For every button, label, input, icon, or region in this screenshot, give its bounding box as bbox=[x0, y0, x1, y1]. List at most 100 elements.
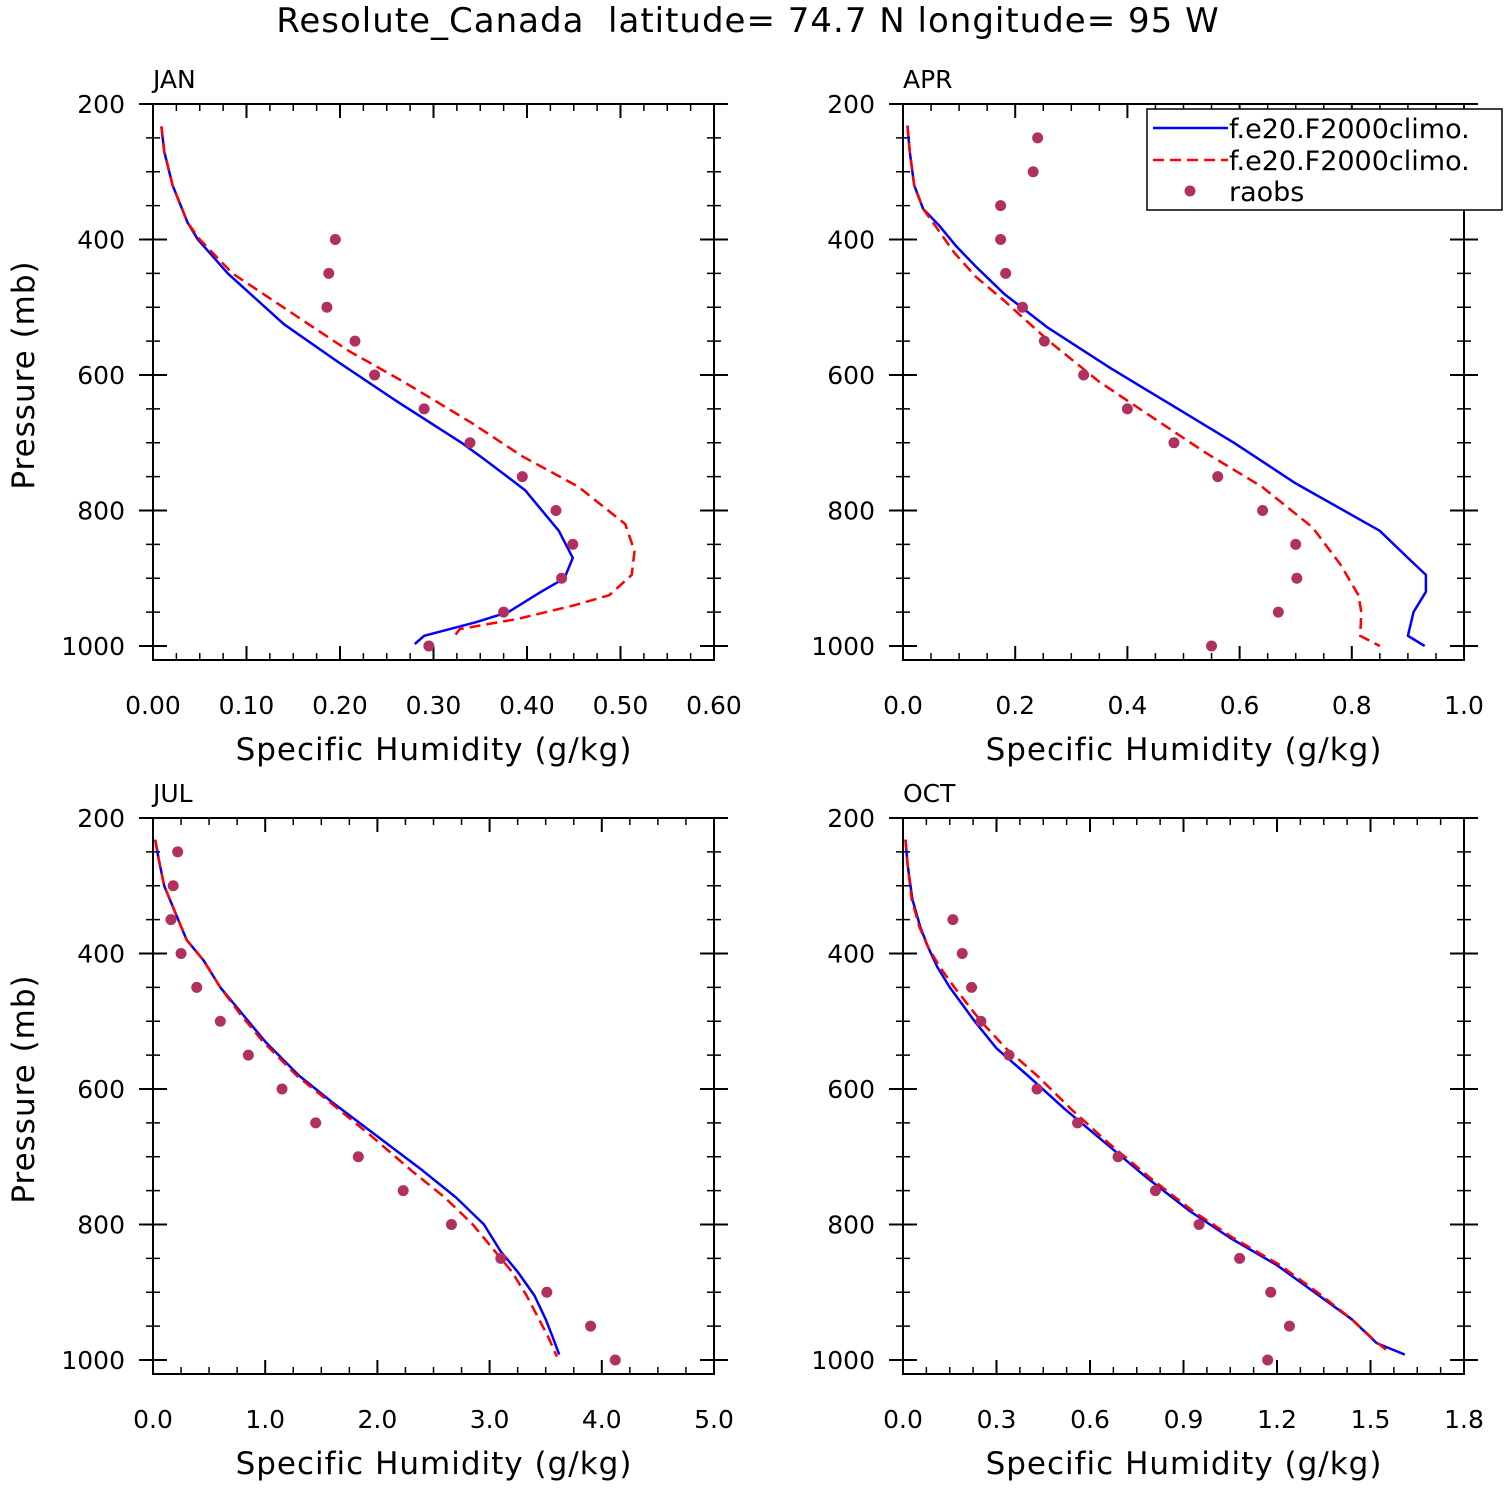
raobs-point-oct bbox=[1072, 1117, 1084, 1129]
panel-jan: JAN Specific Humidity (g/kg) Pressure (m… bbox=[6, 65, 633, 768]
raobs-point-apr bbox=[1016, 301, 1028, 313]
x-tick-label-oct: 1.2 bbox=[1257, 1405, 1297, 1434]
panel-jul: JUL Specific Humidity (g/kg) Pressure (m… bbox=[6, 779, 631, 1482]
y-tick-label-jul: 200 bbox=[77, 804, 125, 833]
x-tick-label-jul: 0.0 bbox=[133, 1405, 173, 1434]
solid-series-line-jan bbox=[160, 126, 575, 645]
raobs-point-jan bbox=[556, 572, 568, 584]
raobs-point-oct bbox=[975, 1015, 987, 1027]
raobs-point-jan bbox=[349, 335, 361, 347]
y-tick-label-jan: 1000 bbox=[61, 632, 125, 661]
raobs-point-apr bbox=[1212, 471, 1224, 483]
y-axis-label-jan: Pressure (mb) bbox=[6, 260, 42, 489]
legend-label-dashed: f.e20.F2000climo. bbox=[1229, 146, 1470, 177]
raobs-point-apr bbox=[1121, 403, 1133, 415]
x-tick-label-apr: 0.0 bbox=[883, 691, 923, 720]
plot-area-jul: 0.0 1.0 2.0 3.0 4.0 5.0 200 400 600 800 1000 bbox=[61, 804, 734, 1434]
x-tick-label-apr: 1.0 bbox=[1444, 691, 1484, 720]
raobs-point-jan bbox=[567, 538, 579, 550]
panel-oct: OCT Specific Humidity (g/kg) bbox=[903, 779, 1381, 1482]
y-tick-label-apr: 400 bbox=[827, 226, 875, 255]
x-tick-label-jan: 0.30 bbox=[406, 691, 462, 720]
dashed-series-line-oct bbox=[904, 839, 1387, 1351]
panel-label-apr: APR bbox=[903, 65, 953, 94]
raobs-point-jul bbox=[242, 1049, 254, 1061]
x-tick-label-jul: 4.0 bbox=[582, 1405, 622, 1434]
panel-label-jan: JAN bbox=[151, 65, 196, 94]
raobs-point-jan bbox=[323, 267, 335, 279]
raobs-point-jan bbox=[418, 403, 430, 415]
raobs-point-oct bbox=[1262, 1354, 1274, 1366]
raobs-point-jul bbox=[172, 846, 184, 858]
raobs-point-apr bbox=[1257, 505, 1269, 516]
y-tick-label-jan: 600 bbox=[77, 361, 125, 390]
x-tick-label-oct: 1.8 bbox=[1444, 1405, 1484, 1434]
y-tick-label-oct: 200 bbox=[827, 804, 875, 833]
raobs-point-oct bbox=[1234, 1252, 1246, 1264]
dashed-series-line-jan bbox=[160, 126, 636, 640]
x-tick-label-oct: 1.5 bbox=[1351, 1405, 1391, 1434]
solid-series-line-oct bbox=[904, 839, 1406, 1356]
legend-label-solid: f.e20.F2000climo. bbox=[1229, 114, 1470, 145]
x-tick-label-oct: 0.9 bbox=[1164, 1405, 1204, 1434]
raobs-point-apr bbox=[1272, 606, 1284, 618]
raobs-point-jul bbox=[175, 948, 187, 959]
plot-frame-oct bbox=[902, 817, 1465, 1375]
raobs-point-apr bbox=[1038, 335, 1050, 347]
raobs-point-jan bbox=[321, 301, 333, 313]
y-tick-label-apr: 600 bbox=[827, 361, 875, 390]
x-tick-label-jan: 0.50 bbox=[593, 691, 649, 720]
x-tick-label-oct: 0.3 bbox=[977, 1405, 1017, 1434]
x-tick-label-jan: 0.60 bbox=[686, 691, 742, 720]
raobs-point-jul bbox=[541, 1286, 553, 1298]
raobs-point-jul bbox=[276, 1083, 288, 1095]
x-axis-label-jan: Specific Humidity (g/kg) bbox=[236, 732, 633, 768]
raobs-point-jul bbox=[214, 1015, 226, 1027]
x-tick-label-jul: 1.0 bbox=[245, 1405, 285, 1434]
plot-area-oct: 0.0 0.3 0.6 0.9 1.2 1.5 1.8 200 400 600 800 1000 bbox=[811, 804, 1484, 1434]
raobs-point-jul bbox=[310, 1117, 322, 1129]
raobs-point-jan bbox=[498, 606, 510, 618]
y-tick-label-jan: 200 bbox=[77, 90, 125, 119]
x-tick-label-apr: 0.8 bbox=[1332, 691, 1372, 720]
legend-marker-raobs bbox=[1184, 185, 1196, 197]
dashed-series-line-apr bbox=[906, 125, 1381, 648]
panel-label-oct: OCT bbox=[903, 779, 956, 808]
solid-series-line-jul bbox=[153, 839, 561, 1356]
plot-frame-jul bbox=[152, 817, 715, 1375]
raobs-point-jul bbox=[495, 1252, 507, 1264]
raobs-point-oct bbox=[947, 914, 959, 926]
raobs-point-jan bbox=[464, 437, 476, 449]
raobs-point-jul bbox=[397, 1185, 409, 1197]
raobs-point-jul bbox=[609, 1354, 621, 1366]
x-tick-label-apr: 0.4 bbox=[1108, 691, 1148, 720]
raobs-point-oct bbox=[1265, 1286, 1277, 1298]
raobs-point-apr bbox=[1168, 437, 1180, 449]
raobs-point-jul bbox=[585, 1320, 597, 1332]
legend: f.e20.F2000climo. f.e20.F2000climo. raob… bbox=[1146, 108, 1503, 211]
raobs-point-oct bbox=[956, 948, 968, 959]
y-tick-label-oct: 400 bbox=[827, 940, 875, 969]
raobs-point-apr bbox=[1027, 166, 1039, 178]
raobs-point-apr bbox=[1078, 369, 1090, 381]
raobs-point-oct bbox=[966, 981, 978, 993]
y-tick-label-apr: 800 bbox=[827, 497, 875, 526]
x-tick-label-apr: 0.6 bbox=[1220, 691, 1260, 720]
x-tick-label-oct: 0.0 bbox=[883, 1405, 923, 1434]
figure-title: Resolute_Canada latitude= 74.7 N longitu… bbox=[276, 1, 1219, 41]
raobs-point-apr bbox=[995, 200, 1007, 212]
x-tick-label-jan: 0.20 bbox=[312, 691, 368, 720]
x-tick-label-jan: 0.40 bbox=[499, 691, 555, 720]
raobs-point-jan bbox=[550, 505, 562, 516]
raobs-point-jul bbox=[191, 981, 203, 993]
raobs-point-oct bbox=[1003, 1049, 1015, 1061]
raobs-point-oct bbox=[1031, 1083, 1043, 1095]
y-tick-label-apr: 200 bbox=[827, 90, 875, 119]
y-tick-label-jul: 400 bbox=[77, 940, 125, 969]
raobs-point-oct bbox=[1283, 1320, 1295, 1332]
raobs-point-jul bbox=[165, 914, 177, 926]
y-tick-label-jul: 600 bbox=[77, 1075, 125, 1104]
raobs-point-jan bbox=[423, 640, 435, 652]
raobs-point-oct bbox=[1112, 1151, 1124, 1163]
